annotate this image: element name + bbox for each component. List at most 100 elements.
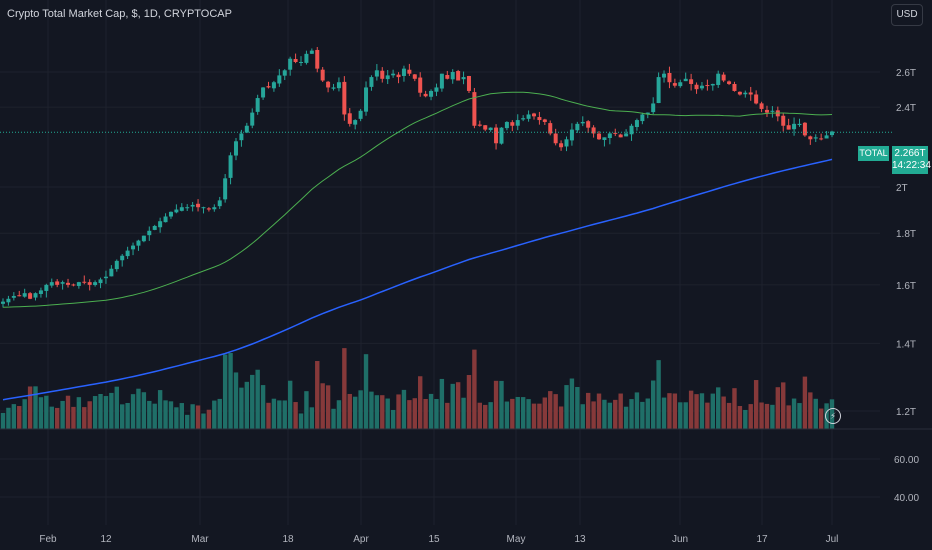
candle-body — [515, 120, 520, 126]
candle-body — [819, 138, 824, 140]
volume-bar — [450, 383, 455, 429]
candle-body — [158, 221, 163, 228]
bar-countdown: 14:22:34 — [892, 160, 931, 171]
volume-bar — [645, 398, 650, 429]
volume-bar — [483, 404, 488, 429]
candle-body — [483, 125, 488, 130]
volume-bar — [168, 401, 174, 429]
candle-body — [494, 127, 499, 144]
volume-bar — [374, 395, 380, 429]
currency-button[interactable]: USD — [891, 4, 923, 26]
candle-body — [640, 114, 645, 122]
candle-body — [429, 90, 434, 97]
candle-body — [250, 112, 255, 126]
time-tick-label: 15 — [428, 534, 440, 545]
candle-body — [93, 282, 98, 286]
volume-bar — [466, 375, 472, 429]
volume-bar — [17, 406, 22, 429]
candle-body — [656, 77, 661, 104]
volume-bar — [716, 387, 721, 429]
volume-bar — [710, 393, 715, 429]
volume-bar — [385, 398, 390, 429]
volume-bar — [38, 397, 44, 429]
volume-bar — [542, 397, 548, 429]
volume-bar — [526, 399, 531, 429]
candle-body — [82, 281, 87, 283]
volume-bar — [791, 398, 797, 429]
volume-bar — [228, 353, 233, 429]
candle-body — [770, 110, 775, 112]
volume-bar — [445, 402, 450, 429]
candle-body — [212, 207, 217, 210]
candle-body — [548, 123, 553, 134]
candle-body — [326, 81, 331, 88]
volume-bar — [201, 413, 206, 429]
volume-bar — [623, 406, 629, 429]
volume-bar — [380, 395, 385, 429]
volume-bars — [0, 348, 835, 429]
candle-body — [401, 68, 406, 76]
candle-body — [233, 141, 238, 156]
volume-bar — [109, 392, 114, 429]
candle-body — [109, 268, 114, 277]
candle-body — [190, 204, 195, 207]
candle-body — [33, 293, 38, 298]
price-tick-label: 2.4T — [896, 103, 916, 114]
candle-body — [336, 82, 341, 89]
candle-body — [315, 49, 320, 69]
candle-body — [353, 120, 358, 125]
volume-bar — [298, 413, 304, 429]
candle-body — [364, 87, 369, 112]
candle-body — [504, 121, 509, 129]
volume-bar — [607, 402, 613, 429]
volume-bar — [179, 403, 185, 429]
volume-bar — [185, 414, 190, 429]
volume-bar — [439, 378, 445, 429]
candle-body — [645, 112, 650, 115]
volume-bar — [222, 354, 228, 429]
candle-body — [569, 129, 574, 141]
candle-body — [293, 58, 298, 62]
volume-bar — [103, 396, 109, 429]
volume-bar — [233, 372, 239, 429]
candle-body — [76, 282, 81, 286]
volume-bar — [157, 390, 163, 429]
candle-body — [369, 77, 374, 87]
candle-body — [255, 98, 260, 112]
volume-bar — [672, 393, 678, 429]
candle-body — [710, 83, 715, 86]
volume-bar — [721, 396, 726, 429]
volume-bar — [130, 394, 136, 429]
volume-bar — [575, 387, 580, 429]
volume-bar — [152, 403, 157, 429]
volume-bar — [434, 398, 439, 429]
volume-bar — [564, 385, 569, 429]
volume-bar — [401, 389, 407, 429]
volume-bar — [336, 400, 342, 429]
volume-axis: 60.00 40.00 — [894, 455, 919, 504]
volume-bar — [282, 400, 287, 429]
volume-bar — [726, 402, 732, 429]
candle-body — [737, 91, 742, 95]
volume-bar — [580, 404, 585, 429]
volume-bar — [591, 401, 596, 429]
candle-body — [510, 122, 515, 126]
volume-bar — [325, 385, 331, 429]
candle-body — [472, 92, 477, 126]
candle-body — [304, 53, 309, 63]
volume-bar — [6, 407, 11, 429]
candle-body — [1, 301, 5, 304]
candle-body — [537, 117, 542, 121]
volume-bar — [363, 354, 369, 429]
volume-bar — [461, 397, 466, 429]
lightning-icon[interactable]: ⚡ — [825, 408, 841, 424]
volume-bar — [732, 388, 737, 429]
volume-bar — [163, 400, 168, 429]
volume-bar — [331, 408, 336, 429]
candle-body — [526, 114, 531, 119]
candle-body — [531, 113, 536, 117]
volume-bar — [797, 403, 802, 429]
volume-bar — [309, 407, 315, 429]
candle-body — [488, 127, 493, 131]
